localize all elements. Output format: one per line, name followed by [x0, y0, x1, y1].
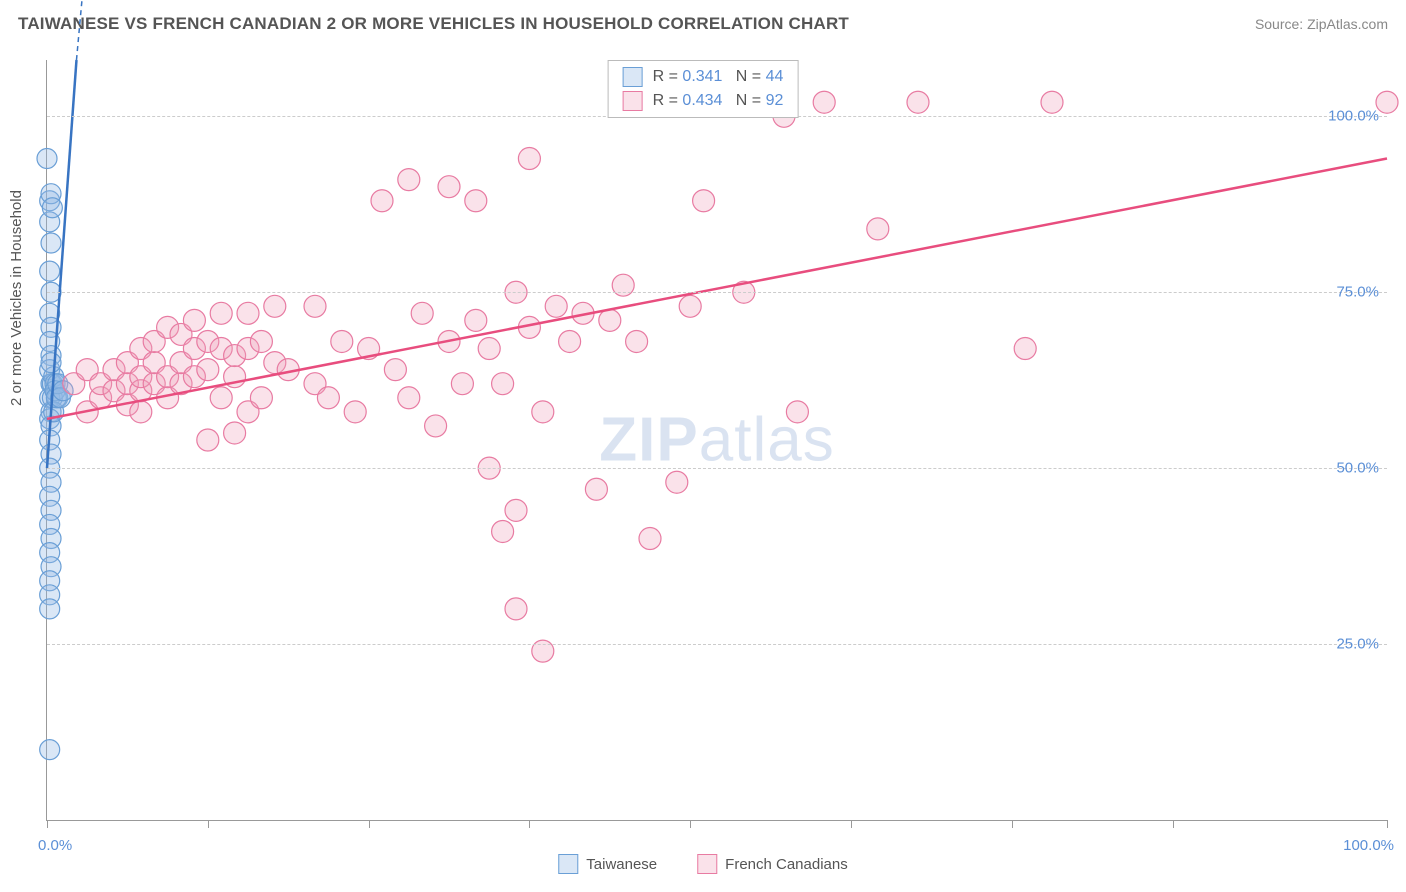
correlation-legend: R = 0.341 N = 44 R = 0.434 N = 92	[608, 60, 799, 118]
data-point	[693, 190, 715, 212]
x-tick	[1173, 820, 1174, 828]
data-point	[398, 169, 420, 191]
legend-swatch-icon	[558, 854, 578, 874]
x-tick	[1012, 820, 1013, 828]
data-point	[398, 387, 420, 409]
data-point	[505, 598, 527, 620]
data-point	[907, 91, 929, 113]
data-point	[505, 499, 527, 521]
data-point	[384, 359, 406, 381]
data-point	[639, 528, 661, 550]
data-point	[237, 302, 259, 324]
bottom-legend-label: Taiwanese	[586, 856, 657, 873]
data-point	[197, 429, 219, 451]
data-point	[210, 302, 232, 324]
data-point	[40, 740, 60, 760]
data-point	[210, 387, 232, 409]
chart-container: TAIWANESE VS FRENCH CANADIAN 2 OR MORE V…	[0, 0, 1406, 892]
data-point	[1041, 91, 1063, 113]
data-point	[250, 330, 272, 352]
data-point	[679, 295, 701, 317]
data-point	[626, 330, 648, 352]
trend-line	[47, 159, 1387, 419]
data-point	[451, 373, 473, 395]
bottom-legend-item: French Canadians	[697, 854, 848, 874]
data-point	[42, 198, 62, 218]
y-axis-title: 2 or more Vehicles in Household	[8, 190, 25, 406]
data-point	[41, 233, 61, 253]
data-point	[465, 309, 487, 331]
bottom-legend: Taiwanese French Canadians	[558, 854, 847, 874]
data-point	[559, 330, 581, 352]
legend-swatch-icon	[697, 854, 717, 874]
grid-line	[47, 292, 1387, 293]
data-point	[371, 190, 393, 212]
data-point	[545, 295, 567, 317]
x-tick	[47, 820, 48, 828]
data-point	[478, 338, 500, 360]
data-point	[250, 387, 272, 409]
data-point	[411, 302, 433, 324]
scatter-svg	[47, 60, 1387, 820]
data-point	[331, 330, 353, 352]
x-tick	[208, 820, 209, 828]
x-tick	[1387, 820, 1388, 828]
data-point	[1014, 338, 1036, 360]
y-tick-label: 25.0%	[1336, 636, 1379, 653]
y-tick-label: 75.0%	[1336, 284, 1379, 301]
x-tick	[690, 820, 691, 828]
legend-text: R = 0.341 N = 44	[653, 68, 784, 86]
data-point	[532, 401, 554, 423]
data-point	[492, 373, 514, 395]
x-tick	[369, 820, 370, 828]
legend-swatch-icon	[623, 67, 643, 87]
data-point	[492, 520, 514, 542]
data-point	[40, 599, 60, 619]
y-tick-label: 50.0%	[1336, 460, 1379, 477]
legend-row: R = 0.434 N = 92	[623, 89, 784, 113]
data-point	[344, 401, 366, 423]
legend-row: R = 0.341 N = 44	[623, 65, 784, 89]
bottom-legend-item: Taiwanese	[558, 854, 657, 874]
data-point	[666, 471, 688, 493]
data-point	[40, 261, 60, 281]
chart-title: TAIWANESE VS FRENCH CANADIAN 2 OR MORE V…	[18, 14, 849, 34]
x-max-label: 100.0%	[1343, 837, 1394, 854]
legend-text: R = 0.434 N = 92	[653, 92, 784, 110]
data-point	[585, 478, 607, 500]
data-point	[37, 149, 57, 169]
bottom-legend-label: French Canadians	[725, 856, 848, 873]
data-point	[599, 309, 621, 331]
data-point	[224, 422, 246, 444]
data-point	[304, 295, 326, 317]
data-point	[465, 190, 487, 212]
data-point	[197, 359, 219, 381]
data-point	[183, 309, 205, 331]
data-point	[1376, 91, 1398, 113]
data-point	[425, 415, 447, 437]
grid-line	[47, 644, 1387, 645]
data-point	[130, 401, 152, 423]
data-point	[867, 218, 889, 240]
grid-line	[47, 468, 1387, 469]
source-label: Source: ZipAtlas.com	[1255, 16, 1388, 32]
data-point	[317, 387, 339, 409]
data-point	[438, 176, 460, 198]
x-min-label: 0.0%	[38, 837, 72, 854]
data-point	[41, 353, 61, 373]
x-tick	[851, 820, 852, 828]
header: TAIWANESE VS FRENCH CANADIAN 2 OR MORE V…	[18, 14, 1388, 34]
y-tick-label: 100.0%	[1328, 108, 1379, 125]
data-point	[786, 401, 808, 423]
x-tick	[529, 820, 530, 828]
plot-area: ZIPatlas 25.0%50.0%75.0%100.0%	[46, 60, 1387, 821]
data-point	[813, 91, 835, 113]
data-point	[518, 148, 540, 170]
legend-swatch-icon	[623, 91, 643, 111]
data-point	[264, 295, 286, 317]
